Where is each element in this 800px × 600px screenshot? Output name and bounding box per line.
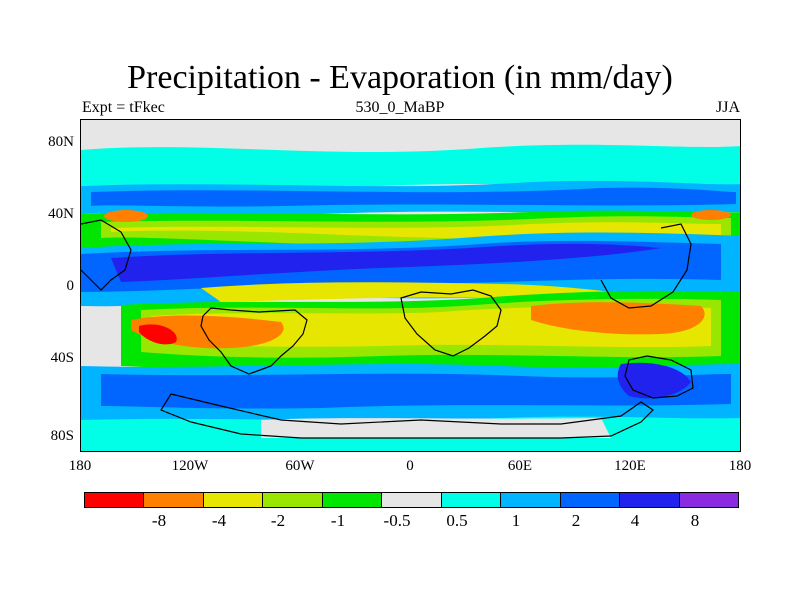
itcz-very-wet [111, 243, 661, 282]
x-tick-label: 180 [728, 458, 752, 474]
x-tick-label: 60E [507, 458, 533, 474]
north-orange-cell [104, 210, 148, 222]
map-field-svg [81, 120, 740, 451]
colorbar-label: -1 [330, 511, 346, 530]
colorbar [84, 492, 739, 508]
arctic-band [81, 144, 740, 188]
colorbar-label: -0.5 [383, 511, 411, 530]
precipitation-evaporation-map [80, 119, 741, 452]
subpolar-north-core [91, 187, 736, 207]
x-tick-label: 60W [285, 458, 315, 474]
map-title: Precipitation - Evaporation (in mm/day) [127, 59, 673, 96]
continent-outlines [81, 219, 694, 439]
x-tick-label: 120E [614, 458, 646, 474]
colorbar-box [679, 493, 738, 507]
experiment-label: Expt = tFkec [82, 99, 165, 116]
colorbar-label: 8 [690, 511, 700, 530]
south-midlat-core [101, 373, 731, 409]
period-label: 530_0_MaBP [355, 99, 445, 116]
south-pacific-red [139, 324, 177, 345]
x-tick-label: 120W [171, 458, 209, 474]
colorbar-label: 2 [571, 511, 581, 530]
colorbar-label: 1 [511, 511, 521, 530]
africa-outline [400, 289, 502, 357]
season-label: JJA [715, 99, 740, 116]
y-tick-label: 0 [66, 278, 75, 294]
north-america-outline [81, 219, 132, 291]
colorbar-label: -8 [151, 511, 167, 530]
x-tick-label: 0 [406, 458, 414, 474]
colorbar-label: -2 [270, 511, 286, 530]
x-tick-label: 180 [68, 458, 92, 474]
antarctica-outline [160, 393, 654, 439]
y-tick-label: 40S [50, 350, 74, 366]
y-tick-label: 80N [48, 134, 74, 150]
colorbar-box [620, 493, 680, 507]
colorbar-box [501, 493, 561, 507]
colorbar-label: 4 [630, 511, 640, 530]
asia-outline [600, 223, 692, 309]
south-america-outline [200, 307, 308, 375]
colorbar-label: -4 [211, 511, 227, 530]
colorbar-box [263, 493, 323, 507]
y-tick-label: 40N [48, 206, 74, 222]
colorbar-box [382, 493, 442, 507]
australia-outline [624, 355, 694, 399]
antarctic-ice-gray [261, 418, 611, 438]
colorbar-box [85, 493, 145, 507]
colorbar-box [322, 493, 383, 507]
colorbar-box [144, 493, 204, 507]
south-indian-orange [531, 302, 705, 335]
y-tick-label: 80S [50, 428, 74, 444]
colorbar-box [560, 493, 621, 507]
colorbar-box [441, 493, 502, 507]
colorbar-box [203, 493, 264, 507]
south-midlat-strong [617, 362, 691, 399]
colorbar-label: 0.5 [446, 511, 468, 530]
north-orange-cell-2 [691, 210, 731, 220]
